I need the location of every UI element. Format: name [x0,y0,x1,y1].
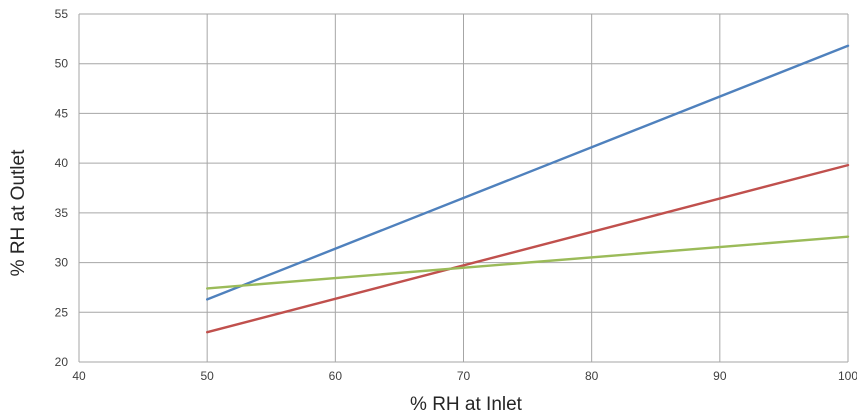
x-tick-label: 40 [72,369,86,383]
x-tick-labels: 40 50 60 70 80 90 100 [72,369,857,383]
series-line-3 [205,235,850,290]
x-tick-label: 60 [329,369,343,383]
x-tick-label: 90 [713,369,727,383]
x-tick-label: 80 [585,369,599,383]
y-tick-label: 25 [55,305,69,319]
y-tick-label: 55 [55,7,69,21]
y-tick-label: 40 [55,156,69,170]
y-tick-label: 35 [55,206,69,220]
x-tick-label: 50 [200,369,214,383]
y-axis-title: % RH at Outlet [8,149,29,276]
series-line-1 [205,44,850,301]
y-tick-label: 20 [55,355,69,369]
y-tick-labels: 20 25 30 35 40 45 50 55 [55,7,69,369]
series-line-2 [205,163,850,334]
x-tick-label: 100 [838,369,857,383]
y-tick-label: 45 [55,106,69,120]
x-tick-label: 70 [457,369,471,383]
y-tick-label: 50 [55,57,69,71]
x-axis-title: % RH at Inlet [410,394,523,415]
y-tick-label: 30 [55,256,69,270]
gridlines [78,13,849,363]
series-group [205,44,850,334]
